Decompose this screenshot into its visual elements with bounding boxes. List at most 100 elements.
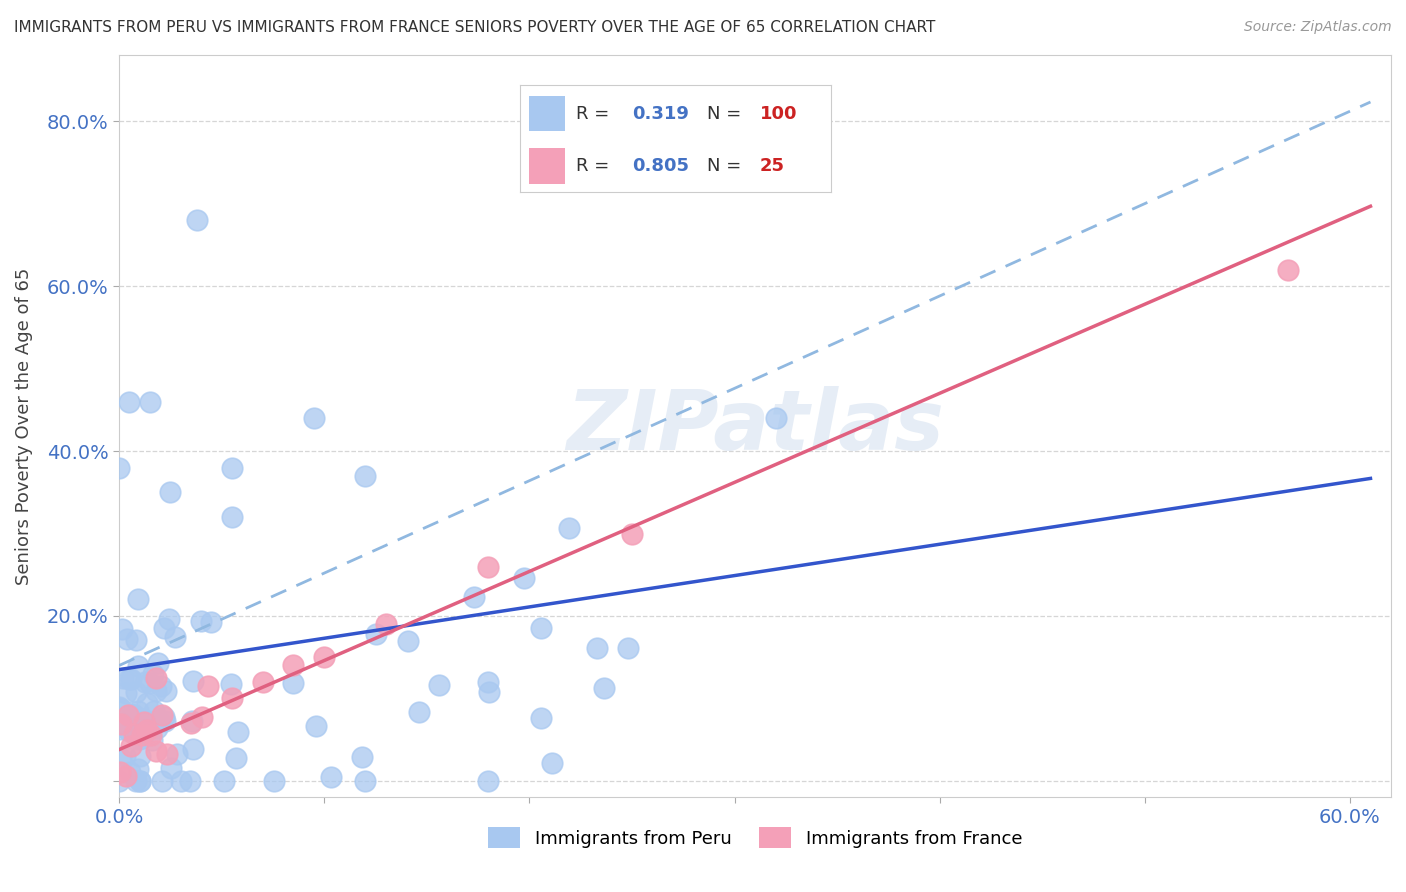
Point xyxy=(305,719,328,733)
Point xyxy=(118,764,141,779)
Point xyxy=(108,774,131,789)
Point xyxy=(145,744,167,758)
Point xyxy=(125,774,148,789)
Point xyxy=(252,675,274,690)
Point xyxy=(765,411,787,425)
Point xyxy=(221,510,243,524)
Point xyxy=(110,702,132,716)
Point xyxy=(122,719,145,733)
Point xyxy=(477,559,499,574)
Point xyxy=(200,615,222,629)
Legend: Immigrants from Peru, Immigrants from France: Immigrants from Peru, Immigrants from Fr… xyxy=(481,820,1029,855)
Point xyxy=(366,626,388,640)
Point xyxy=(108,700,131,714)
Point xyxy=(354,774,377,789)
Point xyxy=(1277,262,1299,277)
Point xyxy=(131,728,153,742)
Point xyxy=(131,712,153,726)
Point xyxy=(191,710,214,724)
Point xyxy=(139,676,162,690)
Text: IMMIGRANTS FROM PERU VS IMMIGRANTS FROM FRANCE SENIORS POVERTY OVER THE AGE OF 6: IMMIGRANTS FROM PERU VS IMMIGRANTS FROM … xyxy=(14,20,935,35)
Text: ZIPatlas: ZIPatlas xyxy=(567,386,943,467)
Point xyxy=(156,747,179,761)
Point xyxy=(148,714,170,728)
Point xyxy=(427,678,450,692)
Point xyxy=(139,728,162,742)
Point xyxy=(225,750,247,764)
Point xyxy=(122,726,145,740)
Point xyxy=(477,774,499,789)
Point xyxy=(124,633,146,648)
Point xyxy=(122,707,145,722)
Point xyxy=(146,722,169,736)
Text: Source: ZipAtlas.com: Source: ZipAtlas.com xyxy=(1244,20,1392,34)
Point xyxy=(136,723,159,737)
Point xyxy=(128,732,150,747)
Point xyxy=(118,723,141,738)
Point xyxy=(127,704,149,718)
Point xyxy=(125,710,148,724)
Point xyxy=(354,468,377,483)
Point xyxy=(153,709,176,723)
Point xyxy=(127,659,149,673)
Point xyxy=(558,521,581,535)
Point xyxy=(179,774,201,789)
Point xyxy=(121,708,143,723)
Point xyxy=(108,722,131,736)
Point xyxy=(131,731,153,745)
Point xyxy=(153,621,176,635)
Point xyxy=(530,711,553,725)
Point xyxy=(134,674,156,689)
Point xyxy=(128,774,150,789)
Point xyxy=(221,691,243,706)
Point xyxy=(302,411,325,425)
Point xyxy=(118,394,141,409)
Point xyxy=(110,716,132,731)
Point xyxy=(145,672,167,686)
Point xyxy=(374,617,396,632)
Point xyxy=(160,761,183,775)
Point xyxy=(157,612,180,626)
Y-axis label: Seniors Poverty Over the Age of 65: Seniors Poverty Over the Age of 65 xyxy=(15,268,32,585)
Point xyxy=(181,742,204,756)
Point xyxy=(181,714,204,728)
Point xyxy=(159,485,181,500)
Point xyxy=(226,724,249,739)
Point xyxy=(120,739,142,754)
Point xyxy=(350,749,373,764)
Point xyxy=(478,685,501,699)
Point xyxy=(132,713,155,727)
Point xyxy=(108,460,131,475)
Point xyxy=(212,774,235,789)
Point xyxy=(115,721,138,735)
Point xyxy=(181,673,204,688)
Point xyxy=(477,675,499,690)
Point xyxy=(115,632,138,646)
Point xyxy=(197,679,219,693)
Point xyxy=(620,526,643,541)
Point xyxy=(114,769,136,783)
Point xyxy=(283,658,305,673)
Point xyxy=(142,667,165,681)
Point xyxy=(319,770,342,784)
Point xyxy=(125,684,148,698)
Point xyxy=(122,714,145,729)
Point xyxy=(155,684,177,698)
Point xyxy=(110,751,132,765)
Point xyxy=(186,213,208,227)
Point xyxy=(117,707,139,722)
Point xyxy=(586,641,609,656)
Point xyxy=(263,774,285,789)
Point xyxy=(118,672,141,686)
Point xyxy=(513,571,536,585)
Point xyxy=(165,630,187,644)
Point xyxy=(129,774,152,789)
Point xyxy=(145,684,167,698)
Point xyxy=(150,774,173,789)
Point xyxy=(408,705,430,719)
Point xyxy=(139,394,162,409)
Point xyxy=(134,714,156,729)
Point xyxy=(122,723,145,738)
Point xyxy=(190,614,212,628)
Point xyxy=(112,671,135,685)
